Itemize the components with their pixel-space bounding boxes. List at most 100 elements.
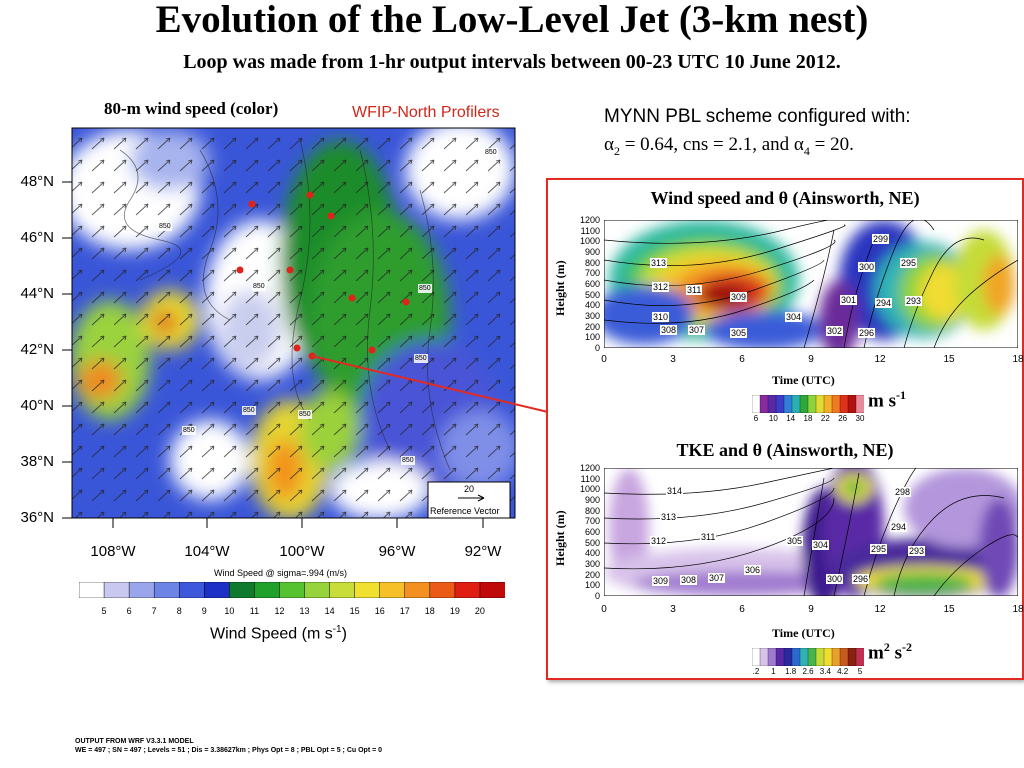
colorbar-swatch: [807, 395, 817, 413]
colorbar-title: Wind Speed @ sigma=.994 (m/s): [214, 568, 347, 578]
colorbar-swatch: [799, 648, 809, 666]
colorbar-swatch: [254, 582, 281, 598]
theta-contour-label: 305: [730, 328, 748, 338]
colorbar-tick-label: 4.2: [837, 667, 849, 676]
colorbar-swatch: [791, 648, 801, 666]
y-tick-label: 700: [584, 516, 600, 527]
colorbar-tick-label: 2.6: [802, 667, 814, 676]
colorbar-tick-label: 17: [399, 606, 410, 616]
y-tick-label: 900: [584, 247, 600, 257]
y-tick-label: 1000: [579, 236, 600, 247]
wind-panel-title: Wind speed and θ (Ainsworth, NE): [650, 188, 920, 208]
colorbar-tick-label: 14: [786, 414, 796, 423]
theta-contour-label: 305: [786, 536, 804, 546]
profiler-markers: [236, 191, 410, 360]
theta-contour-label: 302: [826, 326, 844, 336]
map-title: 80-m wind speed (color): [104, 99, 279, 118]
theta-contour-label: 310: [652, 312, 670, 322]
colorbar-swatch: [775, 648, 785, 666]
tke-xlabel: Time (UTC): [772, 626, 835, 640]
colorbar-swatch: [847, 648, 857, 666]
colorbar-tick-label: 20: [474, 606, 485, 616]
y-tick-label: 700: [584, 268, 600, 279]
lat-label: 48°N: [20, 173, 54, 190]
x-tick-label: 15: [943, 354, 955, 365]
lon-label: 92°W: [464, 543, 502, 560]
colorbar-tick-label: 3.4: [819, 667, 831, 676]
colorbar-swatch: [791, 395, 801, 413]
theta-contour-label: 308: [680, 575, 698, 585]
y-tick-label: 600: [584, 279, 600, 289]
profiler-marker: [368, 346, 376, 354]
y-tick-label: 800: [584, 505, 600, 516]
colorbar-swatch: [229, 582, 256, 598]
wind-colorbar: [752, 395, 864, 413]
colorbar-tick-label: 5: [857, 667, 863, 676]
wind-xlabel: Time (UTC): [772, 373, 835, 387]
x-tick-label: 0: [601, 354, 607, 365]
theta-contour-label: 293: [905, 296, 923, 306]
map-colorbar: [79, 582, 505, 598]
footer-model: OUTPUT FROM WRF V3.3.1 MODEL: [75, 738, 194, 745]
colorbar-tick-label: 30: [855, 414, 865, 423]
colorbar-swatch: [799, 395, 809, 413]
theta-contour-label: 311: [686, 285, 703, 295]
colorbar-tick-label: 10: [768, 414, 778, 423]
y-tick-label: 800: [584, 257, 600, 268]
theta-contour-label: 293: [908, 546, 926, 556]
map-contour-label: 850: [414, 354, 428, 363]
lat-label: 38°N: [20, 453, 54, 470]
reference-vector-label: Reference Vector: [430, 506, 500, 516]
colorbar-swatch: [775, 395, 785, 413]
theta-contour-label: 307: [708, 573, 726, 583]
colorbar-swatch: [153, 582, 180, 598]
reference-vector-box: [427, 481, 511, 519]
footer-config: WE = 497 ; SN = 497 ; Levels = 51 ; Dis …: [75, 747, 383, 754]
colorbar-tick-label: 18: [803, 414, 813, 423]
y-tick-label: 300: [584, 559, 600, 569]
theta-contour-label: 299: [872, 234, 890, 244]
wind-units: m s-1: [868, 388, 906, 412]
profiler-marker: [402, 298, 410, 306]
x-tick-label: 15: [943, 604, 955, 615]
colorbar-swatch: [783, 648, 793, 666]
y-tick-label: 1100: [580, 225, 600, 236]
colorbar-swatch: [839, 648, 849, 666]
colorbar-swatch: [831, 395, 841, 413]
y-tick-label: 300: [584, 311, 600, 321]
y-tick-label: 600: [584, 527, 600, 537]
profilers-label: WFIP-North Profilers: [352, 104, 500, 121]
reference-vector-value: 20: [464, 484, 475, 494]
x-tick-label: 3: [670, 354, 676, 365]
lon-label: 104°W: [184, 543, 230, 560]
x-tick-label: 6: [739, 354, 745, 365]
colorbar-tick-label: 18: [424, 606, 435, 616]
colorbar-swatch: [823, 648, 833, 666]
map-contour-label: 850: [418, 284, 432, 293]
colorbar-swatch: [479, 582, 505, 598]
profiler-marker: [236, 266, 244, 274]
colorbar-tick-label: 16: [374, 606, 385, 616]
colorbar-swatch: [752, 395, 761, 413]
page-title: Evolution of the Low-Level Jet (3-km nes…: [155, 0, 869, 41]
map-contour-label: 850: [242, 406, 256, 415]
y-tick-label: 500: [584, 537, 600, 548]
colorbar-swatch: [79, 582, 105, 598]
colorbar-swatch: [178, 582, 206, 598]
theta-contour-label: 294: [890, 522, 908, 532]
y-tick-label: 1200: [579, 215, 600, 225]
connector-line: [311, 355, 549, 413]
theta-contour-label: 304: [785, 312, 803, 322]
colorbar-tick-label: 10: [224, 606, 235, 616]
theta-contour-label: 296: [858, 328, 876, 338]
colorbar-swatch: [807, 648, 817, 666]
colorbar-swatch: [103, 582, 130, 598]
colorbar-tick-label: 19: [449, 606, 460, 616]
colorbar-swatch: [759, 395, 769, 413]
y-tick-label: 500: [584, 289, 600, 300]
colorbar-tick-label: 26: [838, 414, 848, 423]
y-tick-label: 900: [584, 495, 600, 505]
colorbar-swatch: [815, 395, 825, 413]
theta-contour-label: 295: [900, 258, 918, 268]
y-tick-label: 1000: [579, 484, 600, 495]
